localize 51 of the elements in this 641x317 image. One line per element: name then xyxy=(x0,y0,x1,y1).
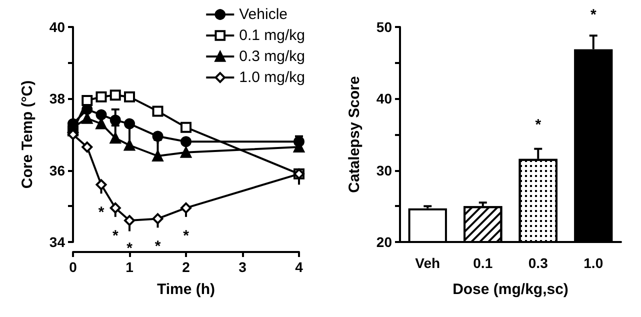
annotation: * xyxy=(126,240,133,257)
annotation: * xyxy=(154,238,161,256)
point xyxy=(124,118,135,130)
point xyxy=(110,202,121,214)
point xyxy=(96,91,107,102)
y-axis-title: Core Temp (°C) xyxy=(19,80,36,189)
x-tick-label: 1 xyxy=(126,259,134,275)
y-tick-label: 50 xyxy=(376,19,392,35)
point xyxy=(180,146,192,158)
x-tick-label: 3 xyxy=(238,259,247,275)
point xyxy=(180,136,192,148)
legend-label: 0.1 mg/kg xyxy=(239,27,306,44)
y-tick-label: 38 xyxy=(49,90,66,107)
point xyxy=(152,213,164,224)
y-tick-label: 40 xyxy=(49,19,66,35)
x-tick-label: 0 xyxy=(69,259,78,275)
x-axis-title: Time (h) xyxy=(156,281,216,298)
y-tick-label: 36 xyxy=(49,162,66,178)
x-axis-title: Dose (mg/kg,sc) xyxy=(452,281,568,298)
annotation: * xyxy=(112,227,118,244)
x-tick-label: 0.1 xyxy=(473,255,493,271)
point xyxy=(152,150,164,162)
annotation: * xyxy=(98,204,104,222)
annotation: * xyxy=(183,227,190,244)
y-tick-label: 40 xyxy=(376,90,392,107)
legend-label: 0.3 mg/kg xyxy=(239,48,306,65)
y-tick-label: 30 xyxy=(376,162,392,178)
point xyxy=(110,132,121,144)
y-tick-label: 20 xyxy=(376,234,392,250)
point xyxy=(124,215,135,226)
point xyxy=(110,90,121,101)
x-tick-label: Veh xyxy=(415,255,440,271)
point xyxy=(82,142,93,153)
point xyxy=(96,179,107,190)
point xyxy=(124,140,135,151)
legend-label: Vehicle xyxy=(239,6,288,23)
x-tick-label: 4 xyxy=(295,259,304,275)
point xyxy=(152,106,164,117)
point xyxy=(96,109,107,120)
annotation: * xyxy=(535,116,542,134)
y-axis-title: Catalepsy Score xyxy=(346,76,363,193)
point xyxy=(82,94,93,106)
y-tick-label: 34 xyxy=(49,234,66,250)
annotation: * xyxy=(590,6,596,24)
legend-label: 1.0 mg/kg xyxy=(239,69,306,86)
point xyxy=(180,202,192,214)
point xyxy=(124,91,135,102)
point xyxy=(180,122,192,133)
x-tick-label: 1.0 xyxy=(584,255,604,271)
x-tick-label: 0.3 xyxy=(528,255,548,271)
x-tick-label: 2 xyxy=(182,259,190,275)
